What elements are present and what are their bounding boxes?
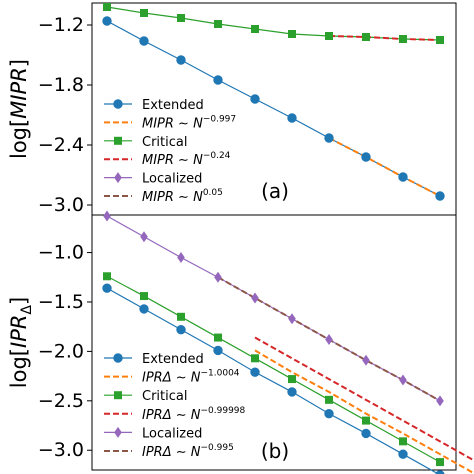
y-tick-label: −1.2 <box>38 14 84 36</box>
series-line-extended <box>106 287 440 474</box>
data-point-extended <box>435 470 445 474</box>
data-point-extended <box>287 113 297 123</box>
data-point-extended <box>139 304 149 314</box>
data-point-critical <box>103 3 111 11</box>
legend-label: Critical <box>142 389 187 404</box>
legend-label: Extended <box>142 352 204 367</box>
data-point-critical <box>140 9 148 17</box>
series-line-critical <box>106 275 441 463</box>
panel-label: (a) <box>261 179 289 203</box>
data-point-critical <box>288 30 296 38</box>
data-point-localized <box>103 210 111 222</box>
fit-line <box>328 137 441 197</box>
data-point-extended <box>102 283 112 293</box>
data-point-extended <box>213 345 223 356</box>
legend-label: IPRΔ ∼ N−0.99998 <box>142 406 246 423</box>
fit-line <box>254 336 474 462</box>
data-point-critical <box>436 458 444 467</box>
fit-line <box>254 349 474 474</box>
data-point-critical <box>251 354 259 363</box>
legend-marker <box>113 353 123 363</box>
data-point-critical <box>399 437 407 446</box>
data-point-critical <box>214 20 222 28</box>
data-point-extended <box>250 367 260 377</box>
data-point-extended <box>176 55 186 65</box>
y-tick-label: −3.0 <box>38 439 84 461</box>
data-point-extended <box>176 324 186 335</box>
data-point-localized <box>251 292 259 304</box>
data-point-critical <box>399 35 407 43</box>
data-point-critical <box>325 395 333 404</box>
data-point-critical <box>103 272 111 281</box>
data-point-localized <box>177 252 185 263</box>
data-point-critical <box>288 375 296 384</box>
series-line-extended <box>106 20 441 197</box>
legend-label: MIPR ∼ N0.05 <box>142 188 223 205</box>
legend-label: IPRΔ ∼ N−1.0004 <box>142 369 240 386</box>
data-point-localized <box>399 374 407 386</box>
data-point-localized <box>214 271 222 283</box>
data-point-localized <box>362 354 370 366</box>
y-axis-label: log[IPRΔ] <box>7 297 35 388</box>
legend-label: Extended <box>142 98 204 113</box>
legend-label: Localized <box>142 172 202 187</box>
panel-label: (b) <box>261 439 289 463</box>
legend-label: MIPR ∼ N−0.24 <box>142 151 231 168</box>
fit-line <box>328 35 441 41</box>
data-point-extended <box>287 387 297 397</box>
data-point-extended <box>361 428 371 439</box>
data-point-critical <box>362 416 370 425</box>
data-point-extended <box>398 449 408 459</box>
data-point-extended <box>398 172 408 182</box>
y-axis-label: log[MIPR] <box>7 59 31 159</box>
panel-b: −1.0 −1.5 −2.0 −2.5 −3.0 log[IPRΔ] Extended IPR… <box>7 210 474 474</box>
data-point-localized <box>140 231 148 243</box>
data-point-extended <box>139 36 149 46</box>
legend-marker <box>114 391 122 400</box>
data-point-critical <box>362 33 370 41</box>
data-point-extended <box>435 191 445 201</box>
legend-marker <box>114 172 122 184</box>
data-point-extended <box>102 16 112 26</box>
y-tick-label: −1.5 <box>38 291 84 313</box>
legend-label: Critical <box>142 135 187 150</box>
data-point-critical <box>177 14 185 22</box>
y-tick-label: −2.5 <box>38 390 84 412</box>
legend-marker <box>113 99 123 109</box>
data-point-localized <box>436 395 444 407</box>
data-point-localized <box>325 334 333 346</box>
plot-frame <box>91 214 457 471</box>
data-point-extended <box>324 133 334 143</box>
legend-marker <box>114 136 122 145</box>
legend-label: IPRΔ ∼ N−0.995 <box>142 443 234 460</box>
legend-label: Localized <box>142 426 202 441</box>
legend-label: MIPR ∼ N−0.997 <box>142 114 236 131</box>
legend-marker <box>114 426 122 438</box>
y-tick-label: −2.0 <box>38 340 84 362</box>
data-point-extended <box>324 408 334 419</box>
data-point-critical <box>177 312 185 321</box>
data-point-localized <box>288 313 296 325</box>
data-point-extended <box>361 152 371 162</box>
y-tick-label: −2.4 <box>38 134 84 156</box>
data-point-critical <box>214 333 222 342</box>
y-tick-label: −1.8 <box>38 74 84 96</box>
y-tick-label: −1.0 <box>38 242 84 264</box>
series-line-critical <box>106 6 441 41</box>
data-point-extended <box>250 94 260 104</box>
data-point-critical <box>251 25 259 33</box>
data-point-critical <box>436 36 444 44</box>
data-point-critical <box>140 292 148 301</box>
data-point-extended <box>213 75 223 85</box>
data-point-critical <box>325 32 333 40</box>
y-tick-label: −3.0 <box>38 194 84 216</box>
